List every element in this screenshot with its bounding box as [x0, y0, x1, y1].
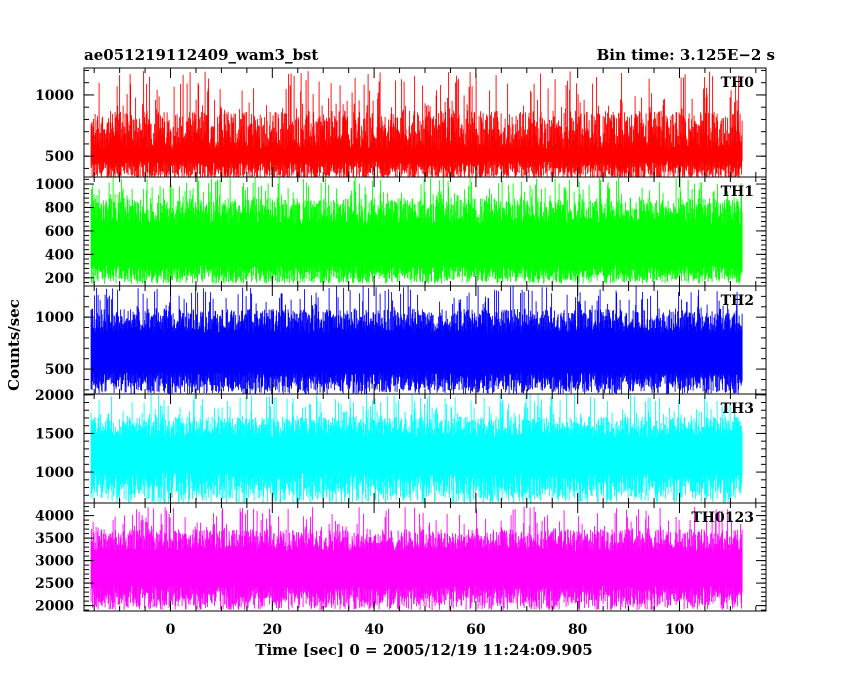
panel-th0123: 2000 2500 3000 3500 4000 TH0123 [35, 502, 767, 615]
y-tick-label: 1500 [35, 426, 74, 442]
y-tick-label: 3000 [35, 554, 74, 570]
x-tick-label: 60 [466, 622, 486, 638]
panel-th1: 200 400 600 800 1000 TH1 [35, 176, 767, 287]
panel-label-th2: TH2 [721, 293, 754, 309]
series-th0123 [90, 506, 743, 611]
y-tick-label: 800 [45, 200, 74, 216]
y-tick-label: 2500 [35, 576, 74, 592]
y-tick-label: 500 [45, 149, 74, 165]
y-tick-label: 400 [45, 247, 74, 263]
chart-title: ae051219112409_wam3_bst [84, 46, 318, 64]
y-tick-label: 1000 [35, 88, 74, 104]
y-tick-label: 600 [45, 224, 74, 240]
y-tick-label: 2000 [35, 599, 74, 615]
y-tick-label: 200 [45, 271, 74, 287]
x-tick-label: 100 [665, 622, 694, 638]
panel-label-th1: TH1 [721, 184, 754, 200]
y-tick-label: 1000 [35, 177, 74, 193]
x-tick-label: 40 [364, 622, 384, 638]
series-th3 [90, 394, 743, 503]
panel-th0: 500 1000 TH0 [35, 67, 767, 178]
y-tick-label: 1000 [35, 465, 74, 481]
y-tick-label: 3500 [35, 531, 74, 547]
bin-time-label: Bin time: 3.125E−2 s [597, 46, 775, 64]
y-tick-label: 4000 [35, 509, 74, 525]
series-th0 [90, 71, 743, 177]
series-th2 [90, 286, 743, 394]
panel-label-th0: TH0 [721, 75, 755, 91]
x-tick-label: 20 [263, 622, 283, 638]
y-tick-label: 1000 [35, 310, 74, 326]
panel-th2: 500 1000 TH2 [35, 285, 767, 395]
panel-label-th3: TH3 [721, 401, 754, 417]
panel-th3: 1000 1500 2000 TH3 [35, 388, 767, 504]
y-axis-label: Counts/sec [5, 299, 23, 391]
x-axis-label: Time [sec] 0 = 2005/12/19 11:24:09.905 [255, 641, 592, 659]
x-tick-label: 80 [568, 622, 588, 638]
panel-label-th0123: TH0123 [691, 510, 754, 526]
x-tick-label: 0 [166, 622, 176, 638]
y-tick-label: 500 [45, 362, 74, 378]
series-th1 [90, 177, 743, 284]
y-tick-label: 2000 [35, 388, 74, 404]
